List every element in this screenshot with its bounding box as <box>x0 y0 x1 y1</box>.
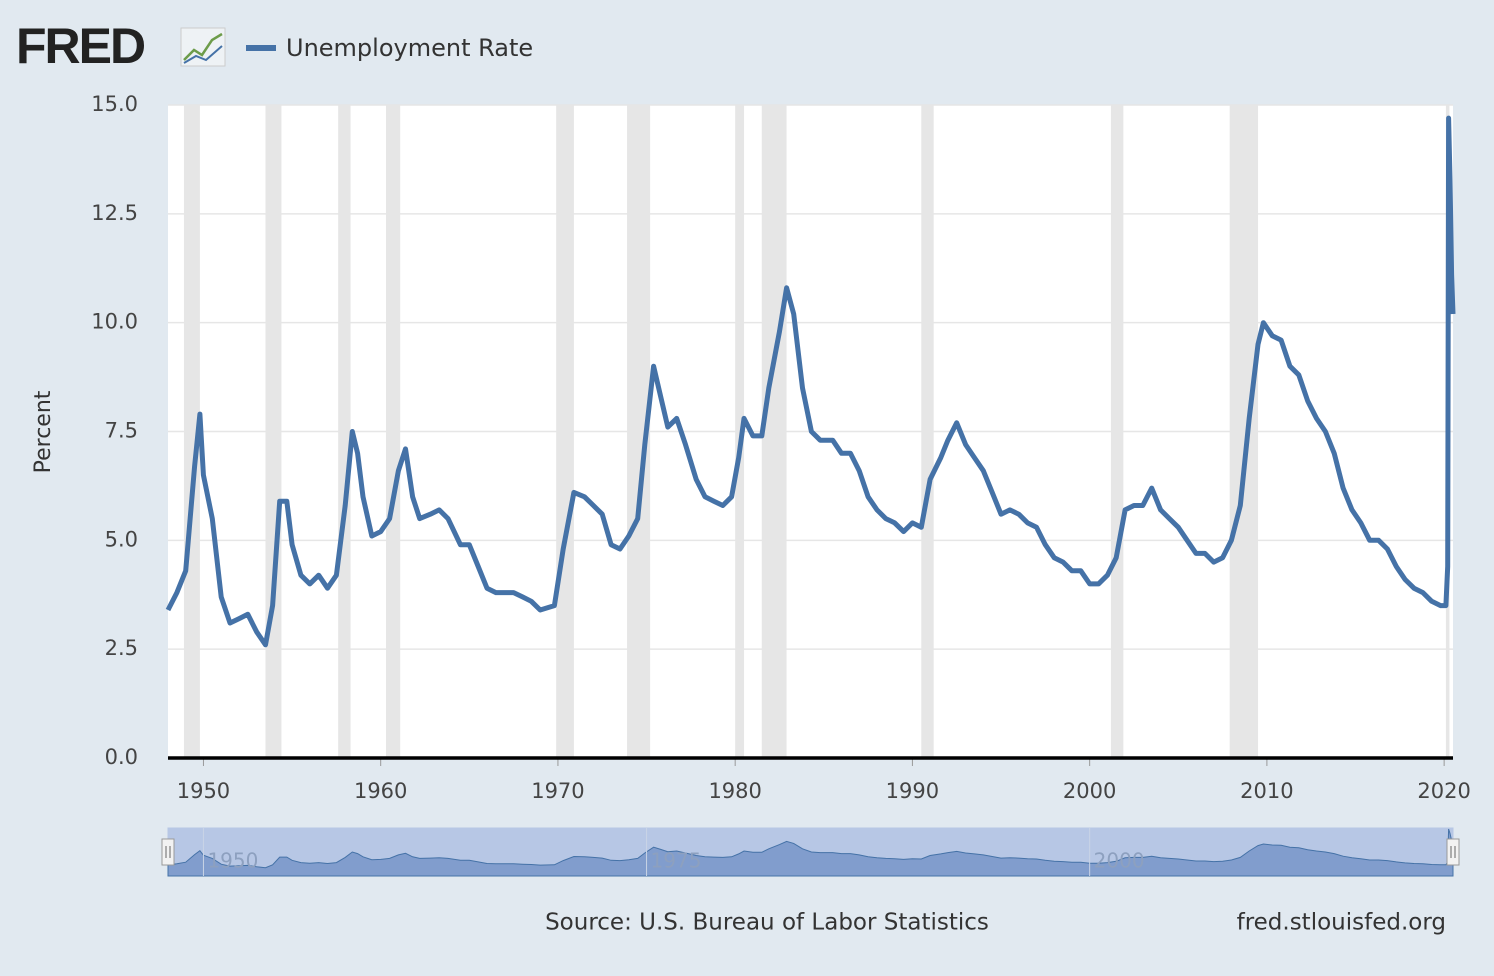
y-tick-label: 10.0 <box>91 310 138 334</box>
x-tick-label: 2010 <box>1240 779 1293 803</box>
y-tick-label: 5.0 <box>105 527 138 551</box>
site: fred.stlouisfed.org <box>1237 910 1446 936</box>
y-tick-label: 2.5 <box>105 636 138 660</box>
y-tick-label: 7.5 <box>105 419 138 443</box>
y-axis-label: Percent <box>31 390 56 473</box>
y-tick-label: 12.5 <box>91 201 138 225</box>
x-tick-label: 1990 <box>886 779 939 803</box>
source: Source: U.S. Bureau of Labor Statistics <box>545 910 989 936</box>
handle-box <box>161 838 175 866</box>
x-tick-label: 2000 <box>1063 779 1116 803</box>
navigator-label: 1950 <box>207 849 258 873</box>
x-tick-label: 1960 <box>354 779 407 803</box>
logo: FRED <box>16 18 145 74</box>
y-tick-label: 15.0 <box>91 92 138 116</box>
x-tick-label: 1980 <box>708 779 761 803</box>
logo-icon <box>180 27 226 67</box>
x-tick-label: 1970 <box>531 779 584 803</box>
x-tick-label: 2020 <box>1417 779 1470 803</box>
series-line <box>165 115 1456 648</box>
navigator-handle[interactable] <box>161 838 175 866</box>
navigator-label: 1975 <box>651 849 702 873</box>
x-tick-label: 1950 <box>177 779 230 803</box>
navigator-handle[interactable] <box>1446 838 1460 866</box>
y-tick-label: 0.0 <box>105 745 138 769</box>
legend-label: Unemployment Rate <box>286 34 533 62</box>
handle-box <box>1446 838 1460 866</box>
navigator-area <box>167 828 1454 877</box>
navigator-label: 2000 <box>1094 849 1145 873</box>
